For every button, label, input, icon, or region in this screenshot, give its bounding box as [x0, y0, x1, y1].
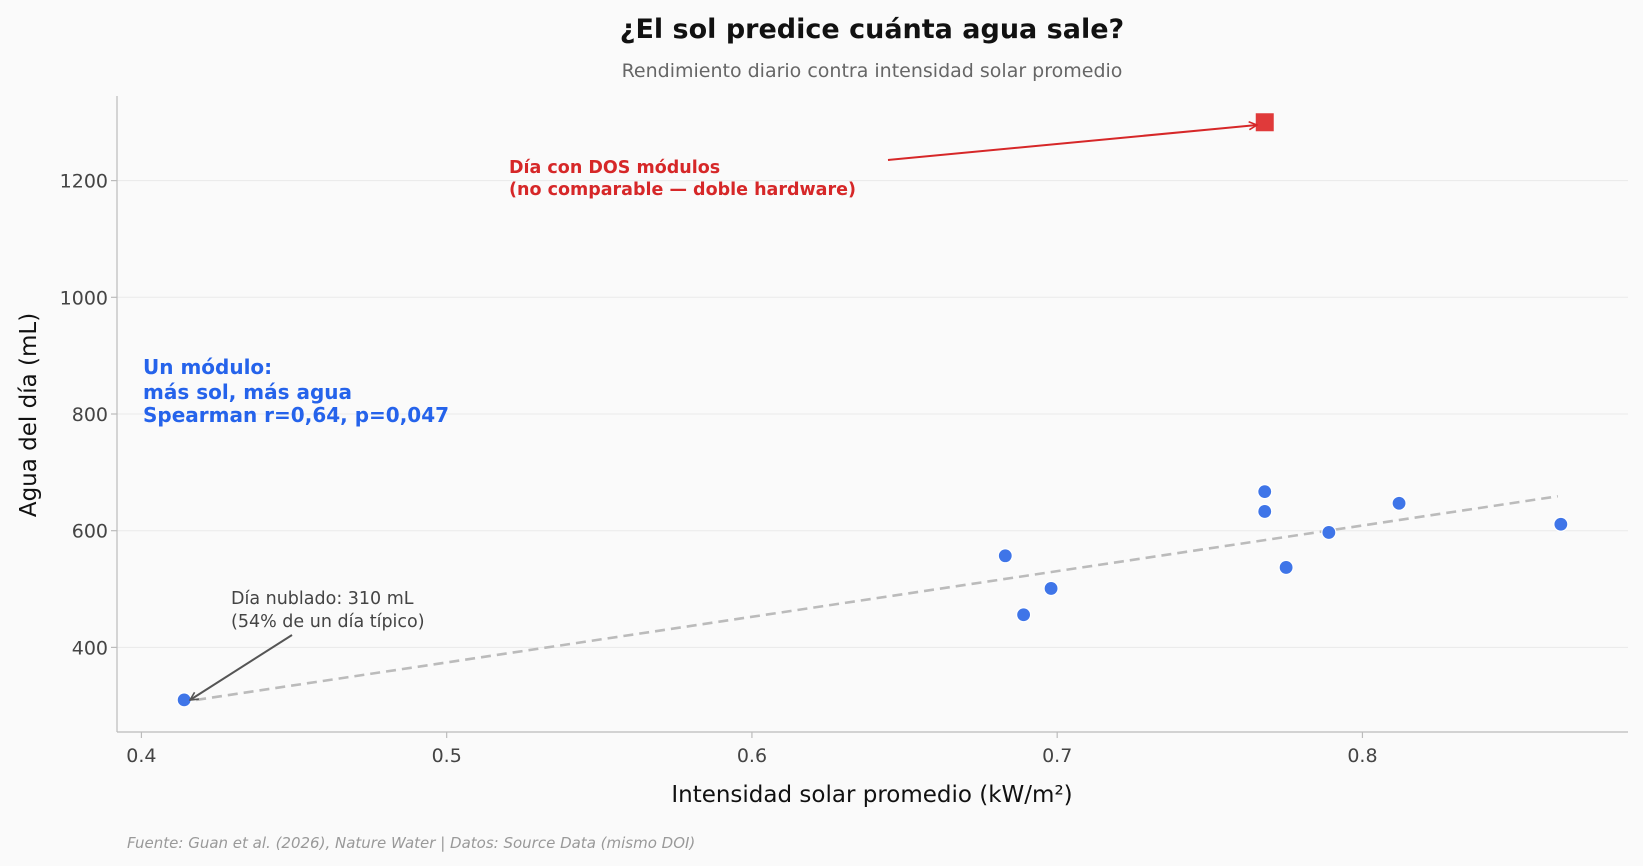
- data-point: [1278, 559, 1294, 576]
- cloudy-arrow: [190, 634, 293, 700]
- y-axis-label: Agua del día (mL): [16, 313, 42, 517]
- y-tick-label: 400: [72, 637, 108, 659]
- x-tick-label: 0.7: [1042, 745, 1072, 767]
- data-point: [1043, 580, 1059, 597]
- data-point: [1015, 607, 1032, 623]
- annotation-single-line-2: más sol, más agua: [143, 380, 352, 404]
- chart-title: ¿El sol predice cuánta agua sale?: [620, 14, 1124, 45]
- y-tick-label: 800: [72, 404, 108, 426]
- annotation-cloudy-line-2: (54% de un día típico): [231, 612, 425, 632]
- x-tick-label: 0.8: [1347, 745, 1377, 767]
- annotation-single: Un módulo: más sol, más agua Spearman r=…: [143, 355, 449, 427]
- double-arrow: [887, 125, 1257, 161]
- source-note: Fuente: Guan et al. (2026), Nature Water…: [127, 834, 695, 852]
- data-point: [1391, 495, 1407, 511]
- x-tick-label: 0.6: [737, 745, 767, 767]
- data-points: [176, 113, 1569, 708]
- tick-labels: 400 600 800 1000 1200 0.4 0.5 0.6 0.7 0.8: [60, 171, 1378, 767]
- annotation-double-line-1: Día con DOS módulos: [509, 158, 720, 178]
- y-tick-label: 1000: [60, 287, 108, 309]
- x-axis-label: Intensidad solar promedio (kW/m²): [671, 782, 1072, 808]
- annotation-double-line-2: (no comparable — doble hardware): [509, 180, 856, 200]
- annotation-single-line-1: Un módulo:: [143, 355, 272, 379]
- data-point-double: [1255, 113, 1274, 132]
- x-tick-label: 0.4: [126, 745, 156, 767]
- y-tick-label: 1200: [60, 171, 108, 193]
- chart-subtitle: Rendimiento diario contra intensidad sol…: [622, 60, 1123, 82]
- annotation-single-line-3: Spearman r=0,64, p=0,047: [143, 403, 449, 427]
- y-tick-label: 600: [72, 521, 108, 543]
- data-point: [1553, 516, 1569, 532]
- data-point: [1321, 524, 1337, 541]
- data-point: [1257, 484, 1273, 500]
- gridlines: [117, 180, 1628, 648]
- data-point: [176, 692, 192, 708]
- x-tick-label: 0.5: [432, 745, 462, 767]
- trend-line: [195, 494, 1559, 702]
- data-point: [997, 548, 1013, 564]
- annotation-cloudy-line-1: Día nublado: 310 mL: [231, 589, 414, 609]
- data-point: [1257, 503, 1273, 520]
- annotation-cloudy: Día nublado: 310 mL (54% de un día típic…: [231, 589, 425, 632]
- annotation-double: Día con DOS módulos (no comparable — dob…: [509, 158, 856, 200]
